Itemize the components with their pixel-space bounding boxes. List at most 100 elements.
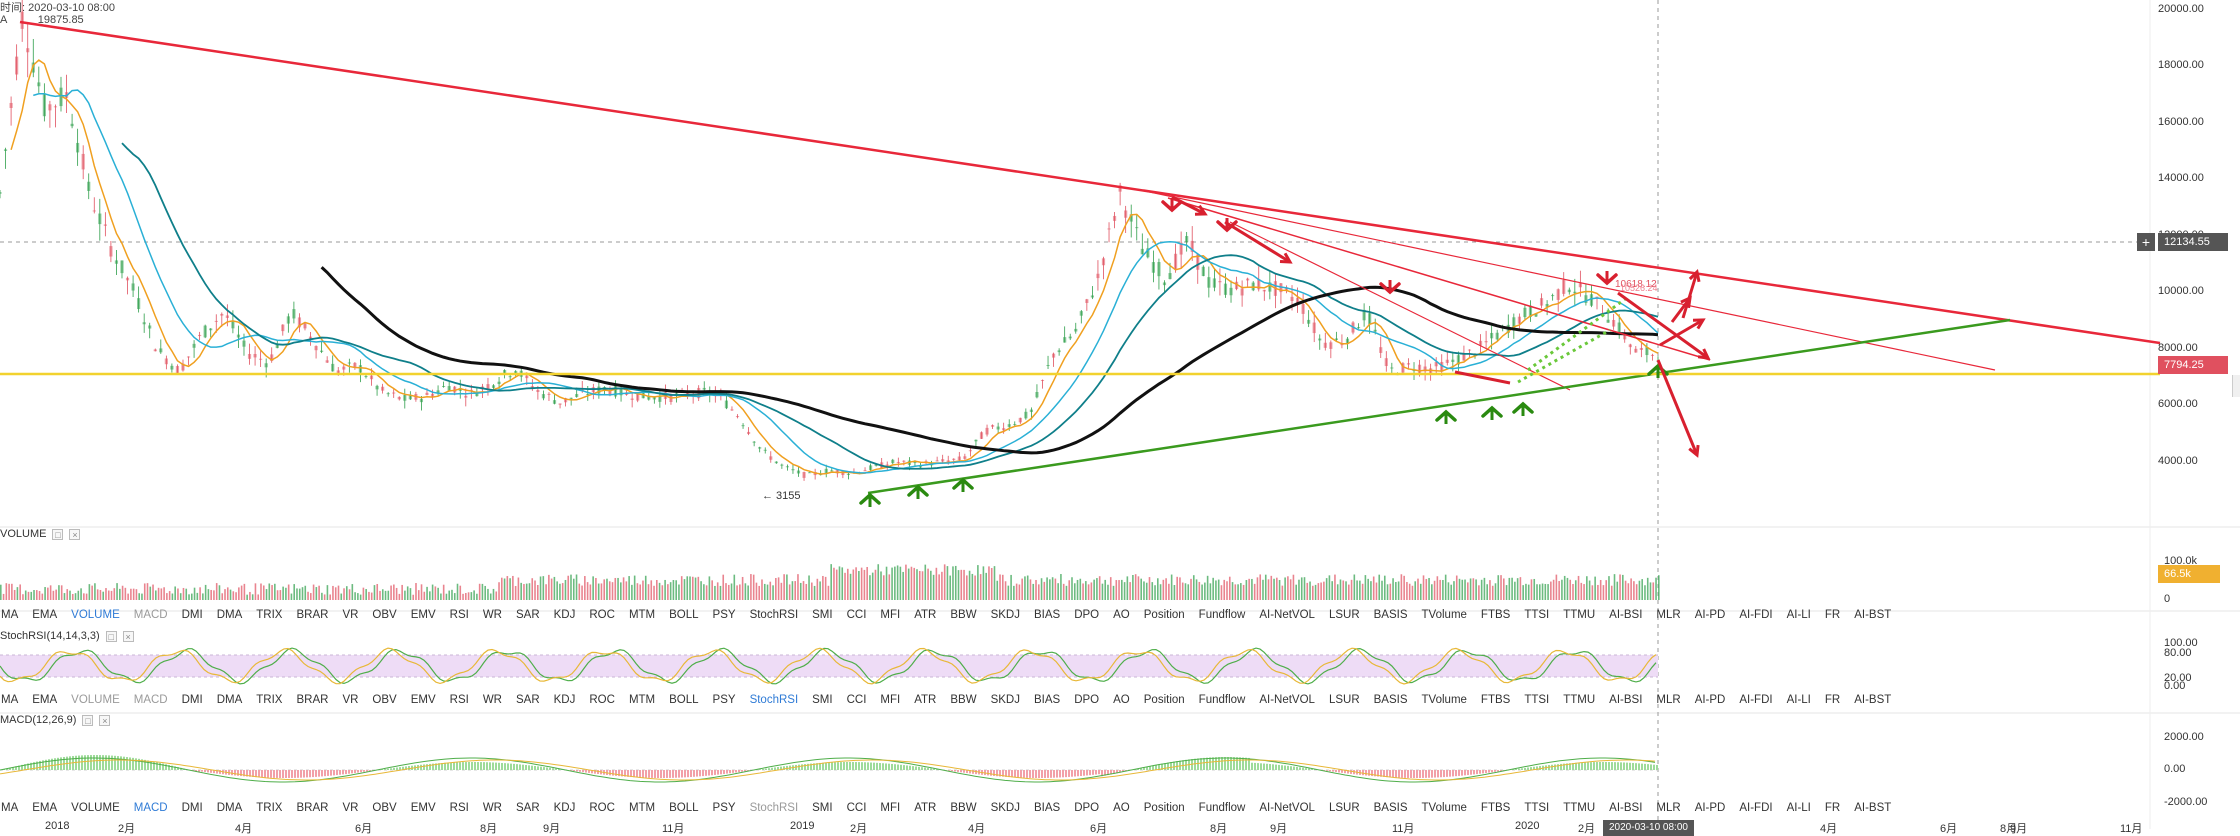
tab-sar[interactable]: SAR [509,691,547,709]
tab-cci[interactable]: CCI [840,691,874,709]
tab-obv[interactable]: OBV [365,606,403,624]
tab-brar[interactable]: BRAR [289,606,335,624]
tab-ftbs[interactable]: FTBS [1474,799,1517,817]
tab-psy[interactable]: PSY [706,606,743,624]
tab-bias[interactable]: BIAS [1027,606,1067,624]
tab-ttmu[interactable]: TTMU [1556,691,1602,709]
tab-ai-bsi[interactable]: AI-BSI [1602,691,1649,709]
tab-ai-pd[interactable]: AI-PD [1688,606,1733,624]
tab-smi[interactable]: SMI [805,606,839,624]
tab-ai-pd[interactable]: AI-PD [1688,691,1733,709]
tab-lsur[interactable]: LSUR [1322,691,1367,709]
tab-psy[interactable]: PSY [706,799,743,817]
tab-dpo[interactable]: DPO [1067,691,1106,709]
tab-ema[interactable]: EMA [25,799,64,817]
tab-mlr[interactable]: MLR [1649,606,1687,624]
add-alert-button[interactable]: + [2137,233,2155,251]
tab-brar[interactable]: BRAR [289,799,335,817]
tab-dmi[interactable]: DMI [175,691,210,709]
tab-atr[interactable]: ATR [907,799,943,817]
tab-volume[interactable]: VOLUME [64,799,127,817]
tab-mlr[interactable]: MLR [1649,691,1687,709]
tab-tvolume[interactable]: TVolume [1415,799,1474,817]
tab-basis[interactable]: BASIS [1367,799,1415,817]
tab-ttmu[interactable]: TTMU [1556,606,1602,624]
tab-mfi[interactable]: MFI [873,606,907,624]
tab-roc[interactable]: ROC [582,691,622,709]
tab-rsi[interactable]: RSI [443,691,476,709]
tab-cci[interactable]: CCI [840,799,874,817]
settings-icon[interactable]: □ [106,631,117,642]
tab-ttsi[interactable]: TTSI [1517,691,1556,709]
tab-ai-li[interactable]: AI-LI [1780,606,1818,624]
tab-ma[interactable]: MA [0,799,25,817]
tab-fr[interactable]: FR [1818,691,1847,709]
tab-emv[interactable]: EMV [404,606,443,624]
tab-ai-fdi[interactable]: AI-FDI [1732,691,1779,709]
tab-stochrsi[interactable]: StochRSI [743,606,806,624]
tab-dmi[interactable]: DMI [175,799,210,817]
tab-stochrsi[interactable]: StochRSI [743,799,806,817]
tab-volume[interactable]: VOLUME [64,691,127,709]
tab-ma[interactable]: MA [0,691,25,709]
tab-fundflow[interactable]: Fundflow [1192,691,1253,709]
tab-basis[interactable]: BASIS [1367,606,1415,624]
tab-trix[interactable]: TRIX [249,606,289,624]
tab-ttsi[interactable]: TTSI [1517,606,1556,624]
tab-mtm[interactable]: MTM [622,799,662,817]
tab-wr[interactable]: WR [476,691,509,709]
tab-bbw[interactable]: BBW [943,606,983,624]
tab-ai-bsi[interactable]: AI-BSI [1602,606,1649,624]
tab-tvolume[interactable]: TVolume [1415,606,1474,624]
tab-mfi[interactable]: MFI [873,691,907,709]
tab-mtm[interactable]: MTM [622,606,662,624]
tab-ai-fdi[interactable]: AI-FDI [1732,606,1779,624]
tab-smi[interactable]: SMI [805,691,839,709]
tab-obv[interactable]: OBV [365,799,403,817]
tab-rsi[interactable]: RSI [443,799,476,817]
tab-dmi[interactable]: DMI [175,606,210,624]
tab-kdj[interactable]: KDJ [547,606,583,624]
tab-ai-pd[interactable]: AI-PD [1688,799,1733,817]
tab-atr[interactable]: ATR [907,691,943,709]
tab-ema[interactable]: EMA [25,606,64,624]
tab-position[interactable]: Position [1137,691,1192,709]
tab-wr[interactable]: WR [476,799,509,817]
tab-mfi[interactable]: MFI [873,799,907,817]
tab-skdj[interactable]: SKDJ [984,691,1027,709]
tab-ftbs[interactable]: FTBS [1474,691,1517,709]
tab-vr[interactable]: VR [335,691,365,709]
tab-obv[interactable]: OBV [365,691,403,709]
tab-bias[interactable]: BIAS [1027,799,1067,817]
tab-ai-bst[interactable]: AI-BST [1847,691,1898,709]
tab-emv[interactable]: EMV [404,691,443,709]
tab-psy[interactable]: PSY [706,691,743,709]
tab-cci[interactable]: CCI [840,606,874,624]
tab-sar[interactable]: SAR [509,606,547,624]
tab-dma[interactable]: DMA [210,606,250,624]
tab-ao[interactable]: AO [1106,691,1137,709]
tab-mtm[interactable]: MTM [622,691,662,709]
tab-boll[interactable]: BOLL [662,691,705,709]
tab-position[interactable]: Position [1137,799,1192,817]
tab-basis[interactable]: BASIS [1367,691,1415,709]
tab-roc[interactable]: ROC [582,606,622,624]
tab-position[interactable]: Position [1137,606,1192,624]
tab-ttsi[interactable]: TTSI [1517,799,1556,817]
tab-vr[interactable]: VR [335,606,365,624]
tab-dma[interactable]: DMA [210,799,250,817]
axis-scroll-handle[interactable] [2232,375,2240,397]
tab-wr[interactable]: WR [476,606,509,624]
tab-boll[interactable]: BOLL [662,606,705,624]
tab-boll[interactable]: BOLL [662,799,705,817]
tab-ao[interactable]: AO [1106,606,1137,624]
tab-kdj[interactable]: KDJ [547,799,583,817]
tab-ai-fdi[interactable]: AI-FDI [1732,799,1779,817]
close-icon[interactable]: × [99,715,110,726]
tab-vr[interactable]: VR [335,799,365,817]
tab-ai-netvol[interactable]: AI-NetVOL [1252,606,1322,624]
tab-dma[interactable]: DMA [210,691,250,709]
tab-ai-li[interactable]: AI-LI [1780,799,1818,817]
tab-tvolume[interactable]: TVolume [1415,691,1474,709]
tab-macd[interactable]: MACD [127,799,175,817]
